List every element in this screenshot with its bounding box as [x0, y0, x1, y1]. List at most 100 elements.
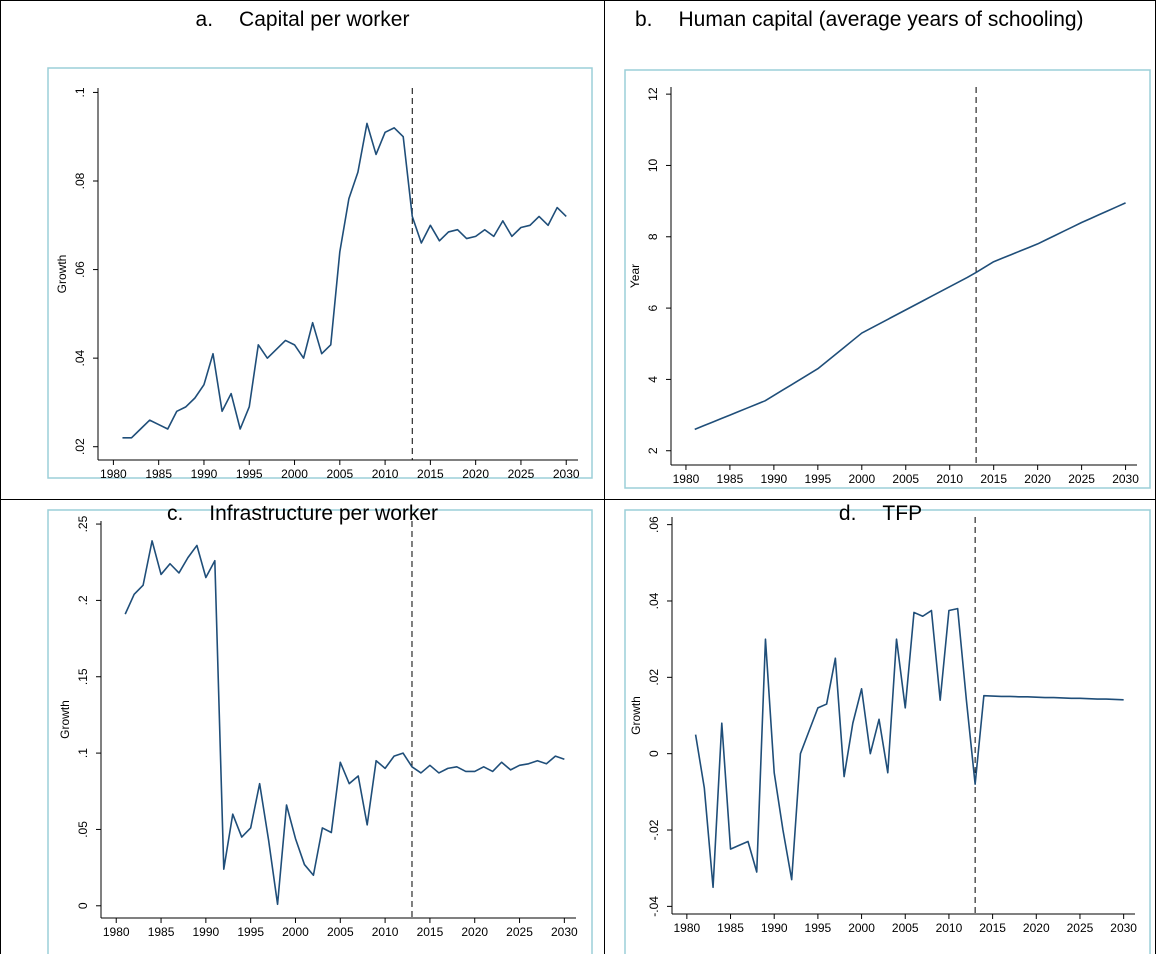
title: Infrastructure per worker	[209, 502, 439, 525]
chart: 2 4 6 8 10 12 1980 1985 1990 1995 2000 2005 2010 2015…	[624, 69, 1151, 489]
y-tick-label: .04	[647, 592, 661, 609]
panel-title: b. Human capital (average years of school…	[605, 8, 1156, 32]
x-tick-label: 2015	[417, 925, 444, 939]
x-tick-label: 1985	[717, 472, 744, 486]
x-tick-label: 1995	[236, 467, 263, 481]
data-line	[694, 202, 1126, 431]
x-tick-label: 2005	[326, 467, 353, 481]
y-tick-label: .02	[73, 438, 87, 455]
y-tick-label: .05	[76, 821, 90, 838]
x-tick-label: 2020	[462, 467, 489, 481]
y-tick-label: .04	[73, 349, 87, 366]
x-tick-label: 1985	[717, 921, 744, 935]
x-tick-label: 2000	[848, 921, 875, 935]
x-tick-label: 2015	[417, 467, 444, 481]
y-axis-label: Year	[628, 264, 642, 288]
panel-label: c.	[166, 502, 184, 525]
panel-label: b.	[635, 8, 653, 31]
x-tick-label: 2015	[980, 472, 1007, 486]
x-tick-label: 2025	[506, 925, 533, 939]
y-tick-label: .2	[76, 595, 90, 605]
x-tick-label: 2025	[1068, 472, 1095, 486]
x-tick-label: 2020	[1024, 472, 1051, 486]
x-tick-label: 2000	[282, 925, 309, 939]
y-axis-label: Growth	[58, 700, 72, 739]
y-tick-label: -.04	[647, 896, 661, 917]
border	[604, 0, 605, 954]
y-tick-label: 0	[647, 750, 661, 757]
data-line	[694, 607, 1124, 889]
panel: c. Infrastructure per worker 0 .05 .1 .15 .2.…	[0, 500, 605, 954]
y-tick-label: .02	[647, 669, 661, 686]
x-tick-label: 2005	[892, 472, 919, 486]
plot-frame	[624, 69, 1151, 489]
plot-frame	[624, 509, 1151, 954]
data-line	[124, 540, 565, 906]
x-tick-label: 1990	[761, 921, 788, 935]
x-tick-label: 1995	[805, 921, 832, 935]
y-tick-label: 4	[646, 376, 660, 383]
x-tick-label: 2030	[1112, 472, 1139, 486]
chart: .02 .04 .06 .08 .1 1980 1985 1990 1995 2000 2005 20…	[47, 67, 593, 481]
panel: a. Capital per worker .02 .04 .06 .08 .1 1980 1…	[0, 0, 605, 500]
panel-label: a.	[195, 8, 214, 31]
x-tick-label: 1980	[100, 467, 127, 481]
y-tick-label: .08	[73, 172, 87, 189]
x-tick-label: 1990	[761, 472, 788, 486]
x-tick-label: 2010	[936, 472, 963, 486]
panel: b. Human capital (average years of school…	[605, 0, 1156, 500]
x-tick-label: 2025	[508, 467, 535, 481]
panel-title: a. Capital per worker	[0, 8, 605, 32]
y-tick-label: 12	[646, 87, 660, 101]
x-tick-label: 2025	[1067, 921, 1094, 935]
x-tick-label: 2010	[372, 467, 399, 481]
y-tick-label: -.02	[647, 819, 661, 840]
y-tick-label: 0	[76, 902, 90, 909]
plot-frame	[47, 67, 593, 479]
x-tick-label: 1980	[103, 925, 130, 939]
plot-frame	[47, 509, 593, 954]
title: Human capital (average years of schoolin…	[678, 8, 1084, 31]
x-tick-label: 2020	[461, 925, 488, 939]
title: TFP	[882, 502, 923, 525]
x-tick-label: 2010	[372, 925, 399, 939]
y-tick-label: 8	[646, 233, 660, 240]
x-tick-label: 2005	[892, 921, 919, 935]
y-tick-label: .25	[76, 515, 90, 532]
chart: 0 .05 .1 .15 .2 .25 1980 1985 1990 1995 2000 2005 20…	[47, 509, 593, 954]
title: Capital per worker	[239, 8, 410, 31]
x-tick-label: 1980	[673, 921, 700, 935]
x-tick-label: 1980	[673, 472, 700, 486]
x-tick-label: 2000	[848, 472, 875, 486]
border	[0, 0, 1, 954]
panel: d. TFP -.04 -.02 0 .02 .04 .06 1980 1985 1990 1995…	[605, 500, 1156, 954]
y-tick-label: .06	[647, 516, 661, 533]
chart: -.04 -.02 0 .02 .04 .06 1980 1985 1990 1995 2000 20…	[624, 509, 1151, 954]
x-tick-label: 2000	[281, 467, 308, 481]
panel-label: d.	[838, 502, 857, 525]
y-tick-label: 10	[646, 158, 660, 172]
x-tick-label: 1990	[191, 467, 218, 481]
x-tick-label: 1995	[804, 472, 831, 486]
border	[0, 499, 1156, 500]
y-tick-label: 6	[646, 304, 660, 311]
panel-title: c. Infrastructure per worker	[0, 502, 605, 526]
x-tick-label: 2015	[979, 921, 1006, 935]
x-tick-label: 2030	[553, 467, 580, 481]
x-tick-label: 2030	[1110, 921, 1137, 935]
x-tick-label: 2005	[327, 925, 354, 939]
y-axis-label: Growth	[629, 696, 643, 735]
y-axis-label: Growth	[55, 255, 69, 294]
x-tick-label: 2010	[936, 921, 963, 935]
y-tick-label: .1	[76, 748, 90, 758]
panel-title: d. TFP	[605, 502, 1156, 526]
x-tick-label: 2020	[1023, 921, 1050, 935]
y-tick-label: .1	[73, 87, 87, 97]
y-tick-label: .06	[73, 261, 87, 278]
border	[0, 0, 1156, 1]
x-tick-label: 1990	[193, 925, 220, 939]
y-tick-label: .15	[76, 668, 90, 685]
y-tick-label: 2	[646, 447, 660, 454]
x-tick-label: 1995	[237, 925, 264, 939]
